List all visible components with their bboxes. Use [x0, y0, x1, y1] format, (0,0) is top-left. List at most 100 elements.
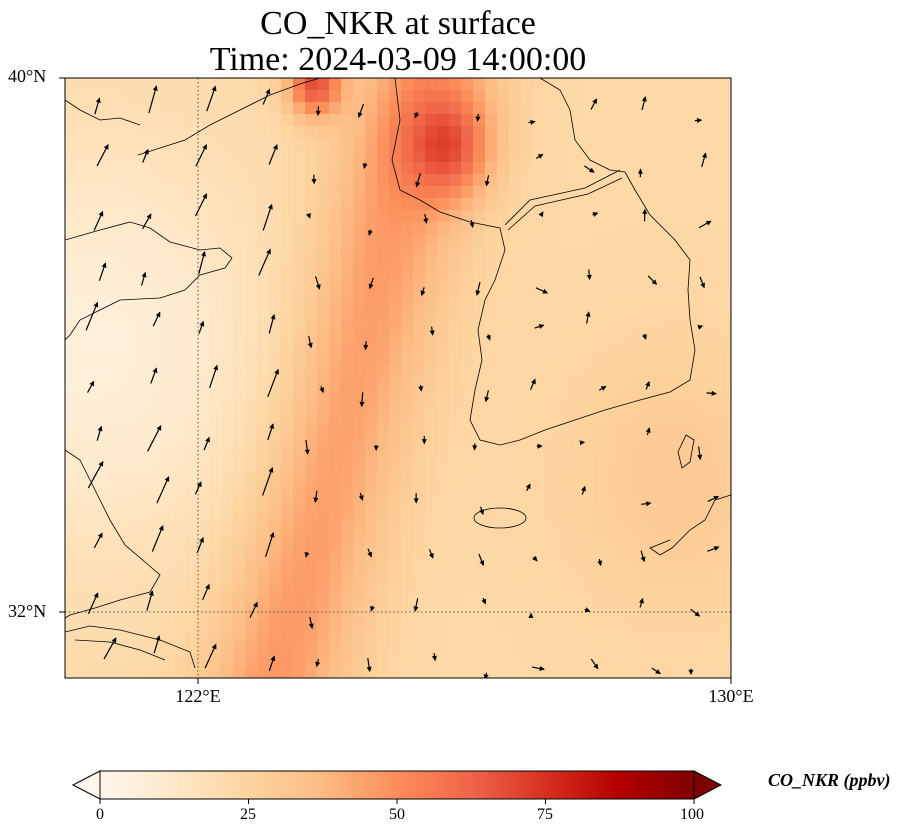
- heat-cell: [485, 618, 498, 631]
- heat-cell: [533, 378, 546, 391]
- heat-cell: [389, 654, 402, 667]
- heat-cell: [425, 486, 438, 499]
- heat-cell: [413, 186, 426, 199]
- heat-cell: [149, 318, 162, 331]
- heat-cell: [545, 258, 558, 271]
- heat-cell: [629, 246, 642, 259]
- wind-arrow: [590, 658, 599, 670]
- heat-cell: [329, 558, 342, 571]
- heat-cell: [701, 78, 714, 91]
- heat-cell: [185, 306, 198, 319]
- heat-cell: [113, 306, 126, 319]
- heat-cell: [245, 342, 258, 355]
- heat-cell: [377, 282, 390, 295]
- heat-cell: [149, 330, 162, 343]
- heat-cell: [353, 534, 366, 547]
- heat-cell: [521, 234, 534, 247]
- heat-cell: [65, 522, 78, 535]
- wind-arrow: [641, 501, 652, 507]
- heat-cell: [89, 318, 102, 331]
- heat-cell: [545, 558, 558, 571]
- heat-cell: [269, 390, 282, 403]
- heat-cell: [629, 594, 642, 607]
- heat-cell: [77, 162, 90, 175]
- heat-cell: [497, 390, 510, 403]
- heat-cell: [77, 354, 90, 367]
- heat-cell: [653, 342, 666, 355]
- heat-cell: [521, 378, 534, 391]
- heat-cell: [125, 510, 138, 523]
- heat-cell: [101, 78, 114, 91]
- heat-cell: [485, 366, 498, 379]
- heat-cell: [341, 186, 354, 199]
- heat-cell: [557, 450, 570, 463]
- heat-cell: [353, 114, 366, 127]
- heat-cell: [401, 174, 414, 187]
- heat-cell: [401, 546, 414, 559]
- heat-cell: [329, 414, 342, 427]
- heat-cell: [365, 318, 378, 331]
- heat-cell: [113, 126, 126, 139]
- heat-cell: [353, 570, 366, 583]
- heat-cell: [245, 402, 258, 415]
- heat-cell: [593, 414, 606, 427]
- lat-label-40n: 40°N: [8, 66, 47, 86]
- heat-cell: [413, 354, 426, 367]
- heat-cell: [605, 234, 618, 247]
- heat-cell: [461, 498, 474, 511]
- heat-cell: [545, 618, 558, 631]
- heat-cell: [509, 306, 522, 319]
- heat-cell: [425, 570, 438, 583]
- heat-cell: [617, 114, 630, 127]
- heat-cell: [77, 426, 90, 439]
- heat-cell: [533, 210, 546, 223]
- heat-cell: [101, 282, 114, 295]
- heat-cell: [569, 546, 582, 559]
- heat-cell: [185, 246, 198, 259]
- heat-cell: [149, 234, 162, 247]
- heat-cell: [413, 666, 426, 678]
- heat-cell: [449, 114, 462, 127]
- heat-cell: [377, 150, 390, 163]
- heat-cell: [497, 318, 510, 331]
- heat-cell: [305, 102, 318, 115]
- heat-cell: [449, 198, 462, 211]
- heat-cell: [185, 570, 198, 583]
- wind-arrow: [694, 117, 703, 124]
- heat-cell: [317, 186, 330, 199]
- heat-cell: [173, 558, 186, 571]
- heat-cell: [317, 402, 330, 415]
- heat-cell: [605, 222, 618, 235]
- heat-cell: [389, 246, 402, 259]
- heat-cell: [377, 162, 390, 175]
- heat-cell: [377, 90, 390, 103]
- heat-cell: [581, 318, 594, 331]
- heat-cell: [341, 426, 354, 439]
- wind-arrow: [481, 597, 487, 605]
- heat-cell: [701, 450, 714, 463]
- heat-cell: [629, 558, 642, 571]
- heat-cell: [569, 558, 582, 571]
- heat-cell: [341, 606, 354, 619]
- heat-cell: [317, 606, 330, 619]
- heat-cell: [677, 258, 690, 271]
- heat-cell: [545, 594, 558, 607]
- heat-cell: [281, 642, 294, 655]
- heat-cell: [593, 606, 606, 619]
- heat-cell: [173, 210, 186, 223]
- heat-cell: [329, 306, 342, 319]
- heat-cell: [605, 378, 618, 391]
- heat-cell: [341, 630, 354, 643]
- heat-cell: [281, 162, 294, 175]
- heat-cell: [329, 138, 342, 151]
- heat-cell: [209, 258, 222, 271]
- heat-cell: [581, 654, 594, 667]
- heat-cell: [125, 402, 138, 415]
- heat-cell: [173, 426, 186, 439]
- heat-cell: [449, 558, 462, 571]
- heat-cell: [593, 318, 606, 331]
- heat-cell: [89, 330, 102, 343]
- heat-cell: [461, 462, 474, 475]
- wind-arrow: [528, 612, 534, 618]
- heat-cell: [293, 294, 306, 307]
